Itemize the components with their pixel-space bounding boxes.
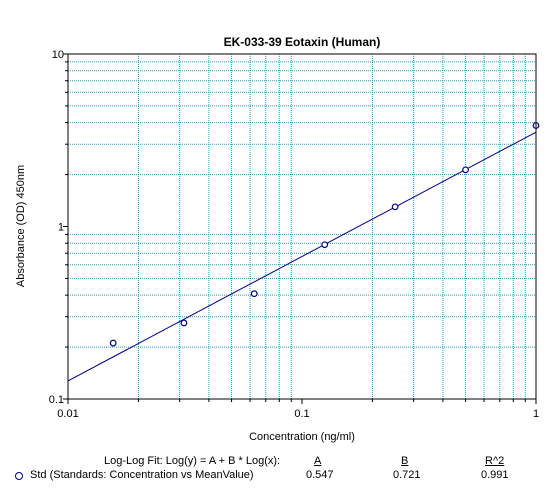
data-point bbox=[391, 203, 399, 211]
data-point bbox=[321, 241, 329, 249]
data-point bbox=[109, 339, 117, 347]
data-point bbox=[180, 319, 188, 327]
data-points bbox=[109, 122, 540, 347]
legend-value-b: 0.721 bbox=[393, 469, 421, 481]
fit-line bbox=[67, 131, 537, 382]
y-axis-ticks: 0.1 1 10 bbox=[49, 49, 68, 406]
x-axis-ticks: 0.01 0.1 1 bbox=[57, 399, 539, 420]
legend-value-a: 0.547 bbox=[306, 469, 334, 481]
chart-area: EK-033-39 Eotaxin (Human) 0.01 0.1 1 0.1 1 1… bbox=[15, 35, 540, 443]
data-point bbox=[462, 166, 469, 174]
y-tick-label: 1 bbox=[58, 222, 64, 234]
x-axis-label: Concentration (ng/ml) bbox=[249, 431, 355, 443]
data-point bbox=[250, 290, 258, 298]
legend-col-r2-header: R^2 bbox=[485, 455, 505, 467]
y-tick-label: 10 bbox=[52, 49, 64, 61]
grid-lines bbox=[68, 54, 536, 399]
x-tick-label: 0.1 bbox=[294, 408, 309, 420]
x-tick-label: 0.01 bbox=[57, 408, 78, 420]
legend-value-r2: 0.991 bbox=[481, 469, 509, 481]
chart-title: EK-033-39 Eotaxin (Human) bbox=[224, 35, 381, 49]
y-axis-label: Absorbance (OD) 450nm bbox=[15, 165, 27, 287]
fit-line-group bbox=[67, 131, 537, 382]
fit-equation-label: Log-Log Fit: Log(y) = A + B * Log(x): bbox=[104, 455, 281, 467]
x-tick-label: 1 bbox=[533, 408, 539, 420]
y-tick-label: 0.1 bbox=[49, 394, 64, 406]
legend: Log-Log Fit: Log(y) = A + B * Log(x): A … bbox=[0, 450, 558, 488]
legend-series-label: Std (Standards: Concentration vs MeanVal… bbox=[30, 469, 254, 481]
legend-col-b-header: B bbox=[401, 455, 409, 467]
circle-marker-icon bbox=[15, 472, 23, 480]
legend-col-a-header: A bbox=[314, 455, 322, 467]
